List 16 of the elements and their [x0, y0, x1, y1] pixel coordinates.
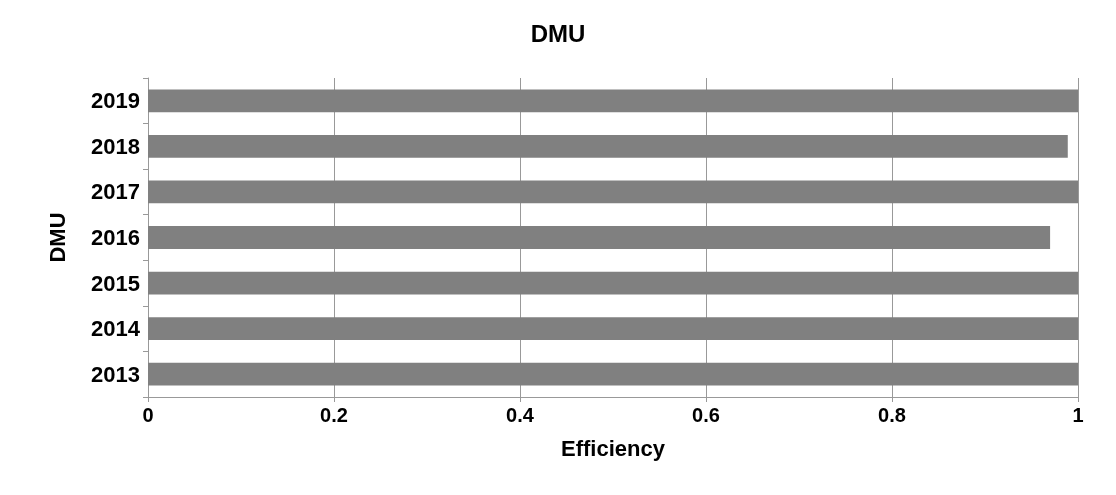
y-tick-label: 2019 [91, 88, 140, 114]
y-tick-label: 2017 [91, 179, 140, 205]
x-tick-label: 0 [142, 404, 154, 426]
y-tick-label: 2015 [91, 270, 140, 296]
x-axis-title: Efficiency [561, 435, 666, 461]
x-tick-label: 0.8 [878, 404, 906, 426]
x-tick-label: 1 [1072, 404, 1084, 426]
y-tick-label: 2018 [91, 133, 140, 159]
x-tick-label: 0.2 [320, 404, 348, 426]
y-tick-label: 2014 [91, 316, 141, 342]
x-tick-label: 0.6 [692, 404, 720, 426]
y-tick-label: 2013 [91, 361, 140, 387]
x-tick-label: 0.4 [506, 404, 535, 426]
chart-title: DMU [530, 19, 586, 47]
y-tick-label: 2016 [91, 225, 140, 250]
y-axis-title: DMU [44, 212, 70, 263]
